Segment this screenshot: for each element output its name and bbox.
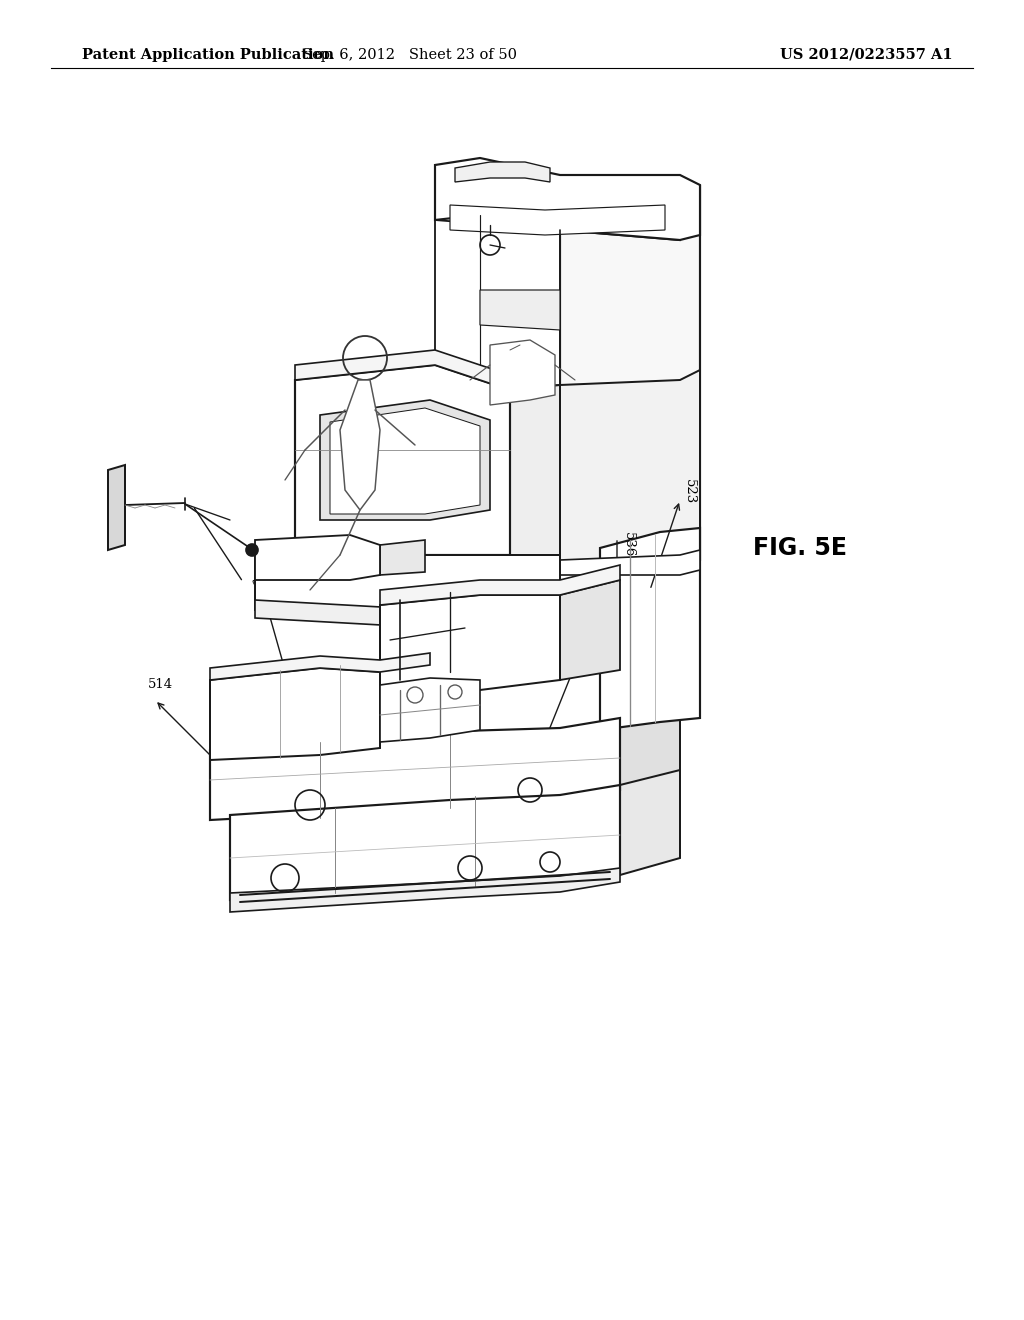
Polygon shape	[510, 554, 560, 610]
Polygon shape	[455, 162, 550, 182]
Polygon shape	[480, 550, 700, 576]
Text: 521: 521	[465, 799, 490, 812]
Text: 514: 514	[148, 678, 173, 692]
Polygon shape	[210, 668, 380, 760]
Circle shape	[246, 544, 258, 556]
Text: FIG. 5E: FIG. 5E	[753, 536, 847, 560]
Text: 530: 530	[256, 587, 269, 612]
Polygon shape	[319, 400, 490, 520]
Polygon shape	[600, 528, 700, 730]
Polygon shape	[295, 366, 510, 554]
Polygon shape	[435, 158, 700, 240]
Polygon shape	[230, 785, 620, 900]
Polygon shape	[435, 370, 700, 570]
Polygon shape	[490, 341, 555, 405]
Polygon shape	[340, 380, 380, 510]
Polygon shape	[560, 185, 700, 570]
Polygon shape	[480, 290, 560, 330]
Polygon shape	[295, 350, 510, 389]
Polygon shape	[380, 665, 430, 748]
Text: 500: 500	[583, 644, 608, 656]
Text: Patent Application Publication: Patent Application Publication	[82, 48, 334, 62]
Polygon shape	[230, 869, 620, 912]
Text: 506: 506	[247, 576, 269, 605]
Polygon shape	[380, 595, 560, 696]
Polygon shape	[620, 770, 680, 875]
Polygon shape	[255, 601, 510, 628]
Polygon shape	[510, 385, 560, 554]
Polygon shape	[380, 565, 620, 605]
Text: US 2012/0223557 A1: US 2012/0223557 A1	[779, 48, 952, 62]
Polygon shape	[255, 554, 560, 610]
Polygon shape	[210, 653, 430, 680]
Polygon shape	[380, 540, 425, 576]
Polygon shape	[560, 579, 620, 680]
Polygon shape	[210, 718, 620, 820]
Polygon shape	[330, 408, 480, 513]
Polygon shape	[450, 205, 665, 235]
Text: 536: 536	[622, 532, 635, 557]
Polygon shape	[255, 535, 380, 579]
Polygon shape	[620, 700, 680, 789]
Text: 523: 523	[683, 479, 696, 504]
Polygon shape	[108, 465, 125, 550]
Text: Sep. 6, 2012   Sheet 23 of 50: Sep. 6, 2012 Sheet 23 of 50	[302, 48, 517, 62]
Polygon shape	[380, 678, 480, 742]
Polygon shape	[435, 220, 560, 389]
